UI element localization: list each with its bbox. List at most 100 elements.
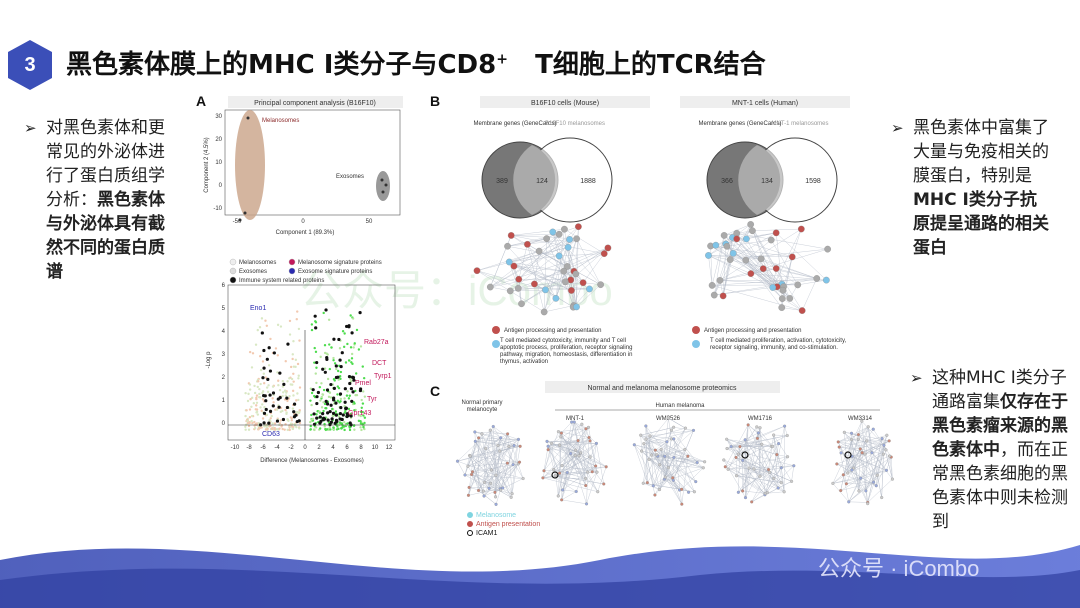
network-edge: [641, 450, 698, 463]
network-node: [792, 464, 796, 468]
network-edge: [838, 441, 886, 451]
point: [337, 386, 341, 390]
point: [328, 343, 331, 346]
network-edge: [586, 472, 598, 504]
figure-text: Melanosomes: [262, 118, 299, 124]
point: [338, 347, 342, 350]
point: [244, 414, 247, 418]
network-node: [750, 500, 754, 504]
protein-label: Eno1: [250, 305, 266, 312]
point: [327, 395, 331, 399]
point: [291, 389, 295, 393]
point: [315, 413, 318, 416]
tick-label: 10: [372, 445, 379, 451]
sample-label: MNT-1: [566, 416, 585, 422]
tick-label: 6: [222, 283, 226, 289]
point: [340, 351, 344, 355]
point: [298, 408, 301, 412]
network-node: [559, 431, 563, 435]
network-node: [550, 441, 554, 445]
network-node: [860, 451, 864, 455]
point: [336, 425, 339, 428]
network-edge: [474, 431, 508, 435]
network-edge: [665, 476, 682, 490]
network-edge: [752, 230, 778, 287]
point: [297, 411, 300, 415]
network-node: [666, 466, 670, 470]
point: [247, 392, 250, 396]
network-node: [772, 265, 780, 272]
network-edge: [659, 428, 686, 465]
figure-text: ICAM1: [476, 530, 498, 537]
network-node: [494, 495, 498, 499]
network-node: [590, 470, 594, 474]
point: [298, 427, 301, 430]
network-edge: [545, 247, 569, 290]
network-node: [846, 471, 850, 475]
point: [322, 401, 325, 404]
point: [246, 419, 249, 423]
network-node: [594, 441, 598, 445]
network-node: [782, 490, 786, 494]
venn-overlap: [738, 145, 781, 215]
point: [349, 387, 354, 391]
point: [268, 369, 273, 373]
point: [313, 346, 316, 350]
point: [353, 428, 356, 431]
legend-swatch: [692, 326, 700, 334]
network-node: [569, 451, 573, 456]
point: [248, 383, 252, 386]
network-edge: [886, 457, 892, 471]
point: [292, 402, 297, 406]
network-edge: [497, 433, 508, 446]
network-node: [524, 240, 531, 248]
point: [355, 393, 359, 397]
network-edge: [776, 268, 817, 279]
network-node: [743, 438, 747, 442]
network-edge: [712, 278, 817, 286]
point: [348, 394, 352, 397]
network-edge: [563, 271, 584, 283]
legend-swatch: [467, 521, 473, 527]
point: [321, 412, 325, 416]
point: [297, 377, 300, 380]
network-node: [586, 285, 593, 293]
figure-text: B16F10 melanosomes: [545, 121, 605, 127]
figure-text: Human melanoma: [655, 403, 705, 409]
bullet-text: ，而在正常黑色素细胞的黑色素体中则未检测到: [932, 440, 1068, 532]
network-node: [741, 458, 745, 462]
network-node: [749, 227, 756, 235]
bullet-bold: 仅存在于黑色素瘤来源的黑色素体中: [932, 392, 1068, 460]
network-node: [542, 469, 546, 473]
point: [325, 402, 330, 406]
network-edge: [649, 430, 694, 437]
network-node: [505, 258, 513, 266]
point: [256, 413, 260, 416]
network-edge: [564, 229, 605, 254]
point: [286, 342, 290, 346]
network-edge: [478, 437, 519, 440]
network-node: [850, 468, 854, 472]
point: [265, 386, 269, 389]
network-node: [640, 449, 644, 453]
network-edge: [719, 268, 764, 281]
point: [253, 384, 256, 388]
point: [298, 386, 302, 389]
point: [277, 383, 280, 387]
network-node: [743, 235, 750, 243]
legend-text: T cell mediated cytotoxicity, immunity a…: [500, 338, 633, 365]
figure-text: Component 2 (4.5%): [204, 137, 210, 192]
network-node: [515, 275, 523, 283]
point: [256, 328, 259, 332]
network-edge: [558, 472, 568, 497]
point: [247, 424, 251, 428]
point: [285, 391, 288, 394]
network-edge: [513, 266, 519, 289]
network-edge: [759, 443, 779, 477]
point: [332, 426, 335, 429]
point: [255, 396, 258, 400]
network-edge: [708, 255, 793, 258]
network-edge: [495, 451, 500, 497]
network-edge: [561, 433, 607, 467]
